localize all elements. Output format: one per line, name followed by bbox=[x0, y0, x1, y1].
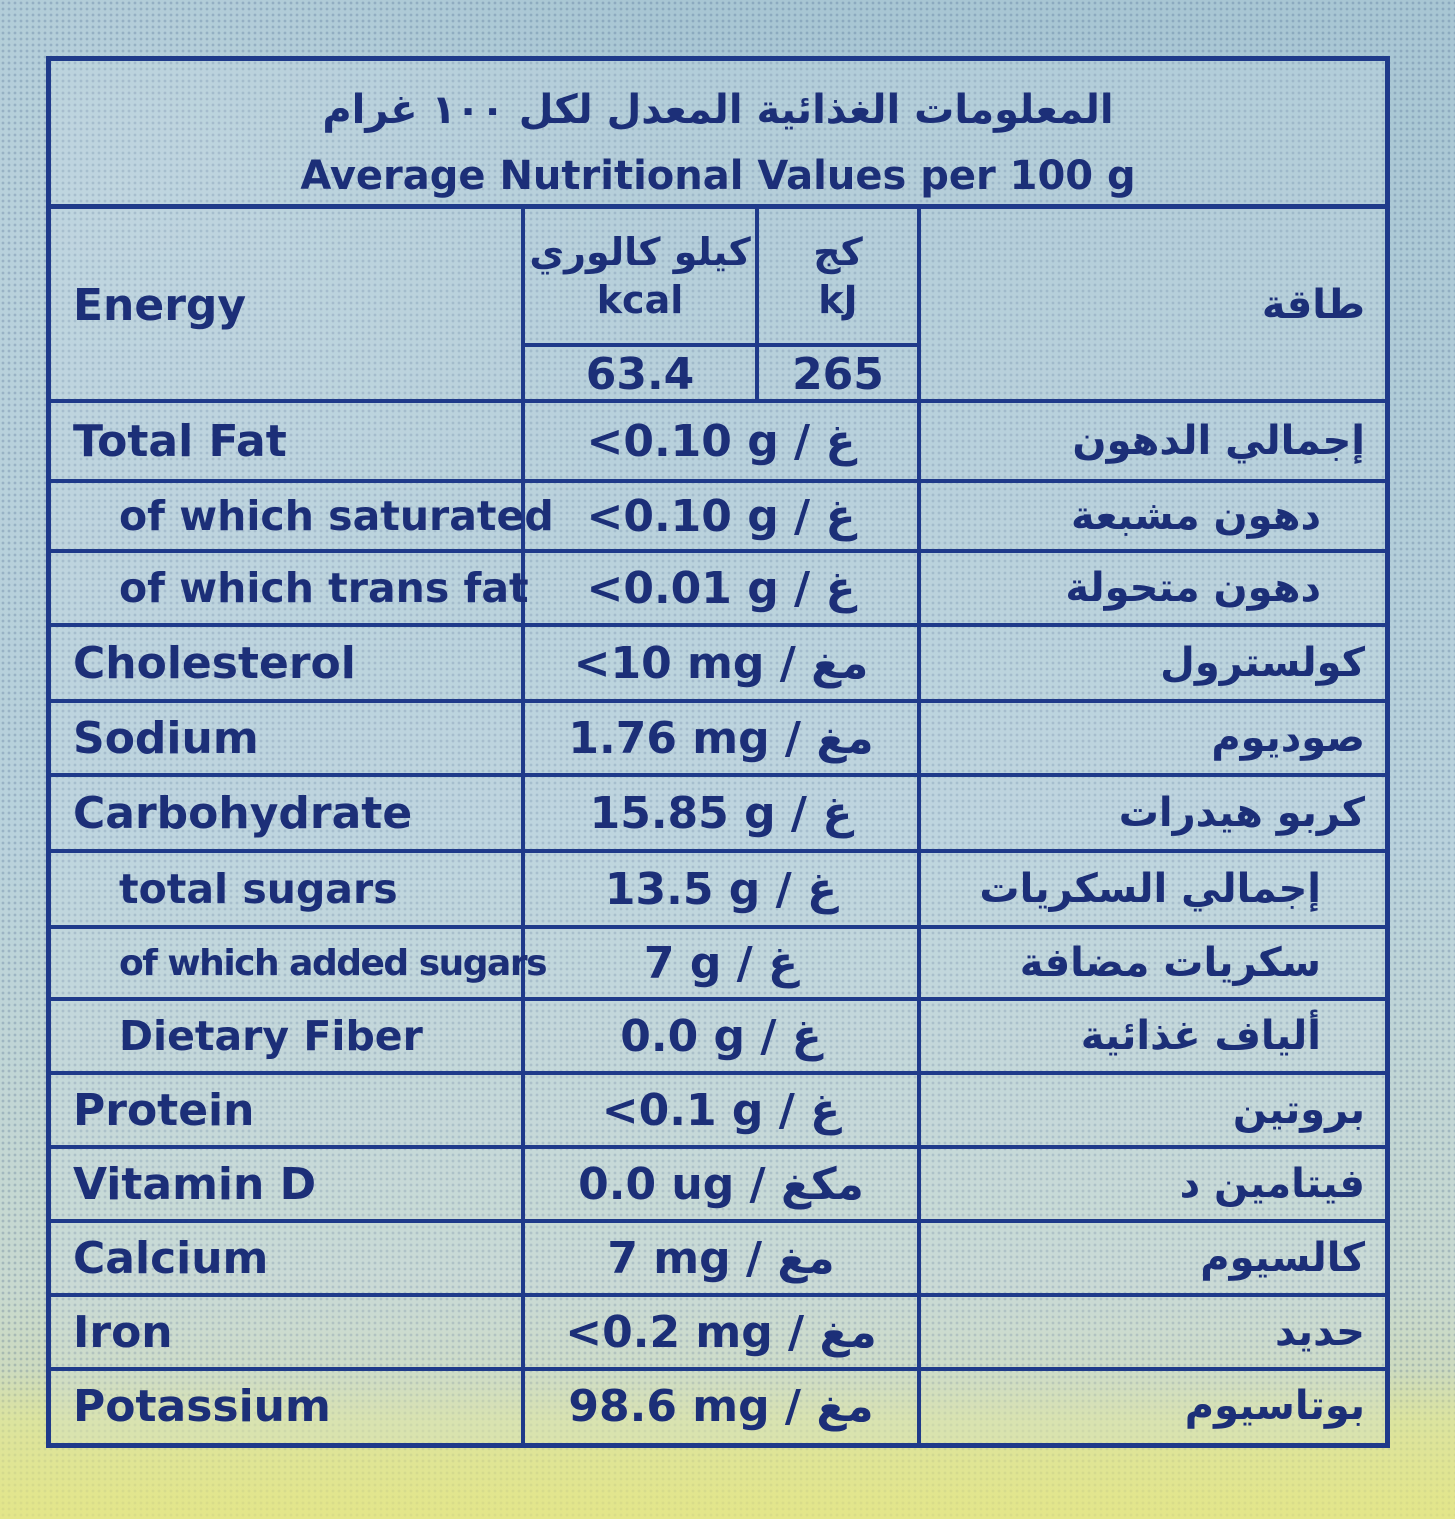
kj-value: 265 bbox=[792, 348, 884, 400]
row-divider bbox=[51, 399, 1385, 403]
row-divider bbox=[51, 549, 1385, 553]
nutrient-name-arabic: دهون مشبعة bbox=[1070, 493, 1321, 539]
nutrient-amount: 7 mg / مغ bbox=[607, 1232, 835, 1284]
title-english: Average Nutritional Values per 100 g bbox=[300, 153, 1136, 199]
nutrient-amount: <0.01 g / غ bbox=[586, 562, 856, 614]
row-divider bbox=[51, 479, 1385, 483]
nutrient-name-arabic: إجمالي السكريات bbox=[979, 866, 1321, 912]
nutrient-name-english: Iron bbox=[73, 1306, 173, 1358]
energy-unit-divider bbox=[755, 209, 759, 401]
nutrient-name-arabic: كولسترول bbox=[1160, 640, 1365, 686]
nutrient-amount: 1.76 mg / مغ bbox=[568, 712, 874, 764]
nutrient-name-english: of which trans fat bbox=[119, 564, 529, 612]
kcal-label-arabic: كيلو كالوري bbox=[529, 230, 751, 274]
nutrient-name-arabic: كالسيوم bbox=[1200, 1235, 1365, 1281]
kcal-value: 63.4 bbox=[585, 348, 695, 400]
nutrient-name-arabic: كربو هيدرات bbox=[1118, 790, 1365, 836]
nutrient-amount: 0.0 ug / مكغ bbox=[578, 1158, 864, 1210]
row-divider bbox=[51, 925, 1385, 929]
nutrient-name-english: Cholesterol bbox=[73, 637, 356, 689]
row-divider bbox=[51, 699, 1385, 703]
kcal-unit-header: كيلو كالوري kcal bbox=[525, 209, 755, 343]
row-divider bbox=[51, 1145, 1385, 1149]
nutrient-amount: 13.5 g / غ bbox=[604, 863, 838, 915]
nutrient-name-arabic: سكريات مضافة bbox=[1019, 940, 1321, 986]
kj-label-english: kJ bbox=[818, 278, 858, 322]
nutrient-name-english: Carbohydrate bbox=[73, 787, 413, 839]
nutrient-name-english: Calcium bbox=[73, 1232, 269, 1284]
nutrient-name-english: total sugars bbox=[119, 865, 398, 913]
nutrient-name-english: Potassium bbox=[73, 1380, 331, 1432]
nutrition-facts-table: المعلومات الغذائية المعدل لكل ١٠٠ غرام A… bbox=[46, 56, 1390, 1448]
row-divider bbox=[51, 997, 1385, 1001]
nutrient-name-arabic: إجمالي الدهون bbox=[1072, 418, 1365, 464]
nutrient-name-arabic: ألياف غذائية bbox=[1080, 1013, 1321, 1059]
energy-label-arabic: طاقة bbox=[1261, 282, 1365, 328]
row-divider bbox=[51, 1071, 1385, 1075]
nutrient-amount: 7 g / غ bbox=[643, 937, 799, 989]
kj-label-arabic: كج bbox=[813, 230, 863, 274]
nutrient-name-arabic: فيتامين د bbox=[1179, 1161, 1365, 1207]
nutrient-name-english: of which added sugars bbox=[119, 942, 548, 984]
row-divider bbox=[51, 849, 1385, 853]
nutrient-amount: <0.1 g / غ bbox=[601, 1084, 841, 1136]
kcal-label-english: kcal bbox=[596, 278, 684, 322]
nutrient-name-english: Sodium bbox=[73, 712, 259, 764]
nutrient-amount: 0.0 g / غ bbox=[620, 1010, 822, 1062]
nutrient-name-english: Dietary Fiber bbox=[119, 1012, 423, 1060]
title-arabic: المعلومات الغذائية المعدل لكل ١٠٠ غرام bbox=[322, 87, 1114, 133]
nutrient-amount: <0.10 g / غ bbox=[586, 490, 856, 542]
nutrient-amount: <10 mg / مغ bbox=[573, 637, 869, 689]
row-divider bbox=[51, 623, 1385, 627]
energy-value-divider bbox=[521, 343, 921, 347]
nutrient-name-english: of which saturated bbox=[119, 492, 554, 540]
nutrient-name-arabic: دهون متحولة bbox=[1065, 565, 1321, 611]
nutrient-amount: <0.2 mg / مغ bbox=[565, 1306, 877, 1358]
nutrient-name-arabic: بوتاسيوم bbox=[1184, 1383, 1365, 1429]
row-divider bbox=[51, 1293, 1385, 1297]
row-divider bbox=[51, 1367, 1385, 1371]
table-header: المعلومات الغذائية المعدل لكل ١٠٠ غرام A… bbox=[51, 61, 1385, 209]
nutrient-name-english: Vitamin D bbox=[73, 1158, 317, 1210]
nutrient-name-arabic: صوديوم bbox=[1211, 715, 1365, 761]
column-divider-right bbox=[917, 209, 921, 1443]
row-divider bbox=[51, 773, 1385, 777]
nutrient-name-english: Protein bbox=[73, 1084, 255, 1136]
nutrient-name-arabic: بروتين bbox=[1232, 1087, 1365, 1133]
nutrient-amount: 15.85 g / غ bbox=[589, 787, 853, 839]
column-divider-left bbox=[521, 209, 525, 1443]
nutrient-amount: <0.10 g / غ bbox=[586, 415, 856, 467]
energy-label-english: Energy bbox=[73, 279, 247, 331]
row-divider bbox=[51, 1219, 1385, 1223]
nutrient-name-arabic: حديد bbox=[1274, 1309, 1365, 1355]
nutrient-name-english: Total Fat bbox=[73, 415, 287, 467]
nutrient-amount: 98.6 mg / مغ bbox=[568, 1380, 874, 1432]
kj-unit-header: كج kJ bbox=[759, 209, 917, 343]
